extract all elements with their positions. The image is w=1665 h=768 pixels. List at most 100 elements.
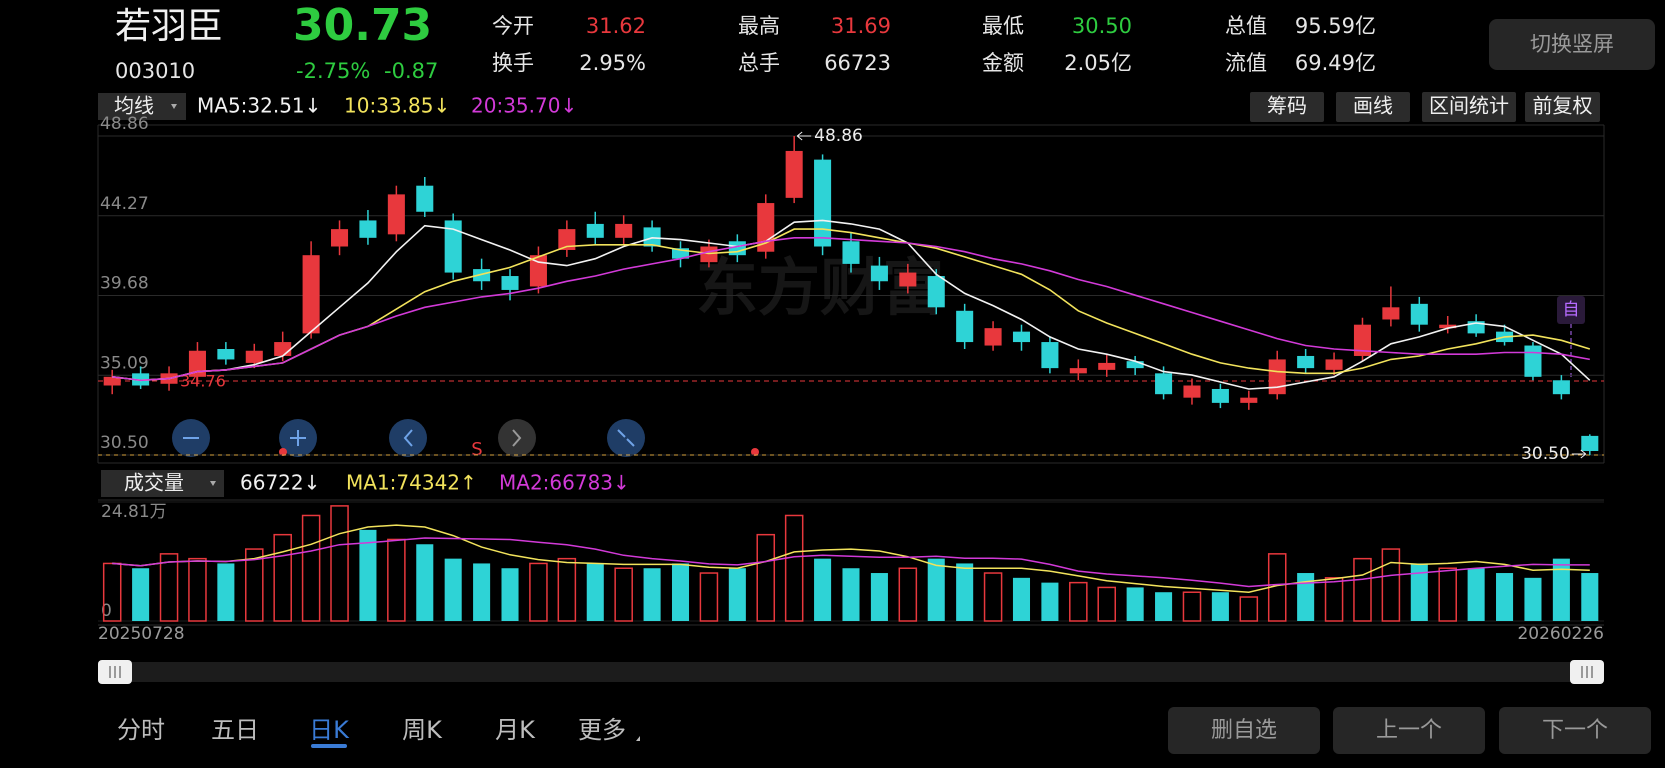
- watermark: 东方财富: [696, 251, 944, 324]
- volume-bar: [245, 548, 264, 622]
- volume-bar: [671, 563, 690, 621]
- period-tab[interactable]: 日K: [309, 716, 350, 744]
- volume-bar: [273, 533, 292, 622]
- candle-body: [558, 229, 576, 250]
- candle-body: [188, 350, 206, 377]
- toolbar-button-label: 前复权: [1533, 94, 1593, 118]
- volume-bar: [473, 563, 491, 621]
- volume-bar: [1438, 567, 1457, 622]
- candle-body: [1410, 303, 1428, 325]
- dropdown-arrow: [210, 481, 216, 486]
- volume-bar: [444, 558, 462, 621]
- volume-bar: [1410, 563, 1428, 621]
- range-slider[interactable]: [98, 662, 1604, 682]
- volume-bar: [217, 563, 235, 621]
- period-tab[interactable]: 更多: [578, 716, 626, 744]
- y-tick-label: 35.09: [100, 353, 149, 373]
- volume-bar: [1126, 587, 1144, 621]
- ma-selector[interactable]: [98, 93, 186, 120]
- action-button-label: 删自选: [1211, 718, 1277, 743]
- volume-bar: [501, 568, 519, 621]
- volume-bar: [1097, 586, 1117, 622]
- field-label: 流值: [1225, 51, 1267, 75]
- volume-bar: [1297, 573, 1315, 621]
- volume-bar: [330, 505, 349, 622]
- candle-body: [1183, 385, 1201, 398]
- dropdown-arrow: [171, 104, 177, 109]
- candle-body: [103, 376, 121, 386]
- candle-body: [331, 229, 349, 247]
- volume-bar: [1069, 581, 1088, 622]
- candle-body: [1439, 324, 1457, 329]
- icon: [290, 430, 306, 446]
- field-label: 最高: [738, 14, 780, 38]
- action-button[interactable]: [1168, 707, 1320, 754]
- period-tab[interactable]: 月K: [495, 716, 536, 744]
- legend-entry: MA5:32.51↓: [197, 94, 321, 118]
- ma-line: [112, 237, 1590, 382]
- period-tab[interactable]: 分时: [117, 716, 165, 744]
- candle-body: [586, 223, 604, 238]
- candle-body: [1353, 324, 1371, 356]
- volume-bar: [1012, 577, 1031, 621]
- toolbar-button[interactable]: [1525, 92, 1600, 122]
- candle-body: [1325, 359, 1343, 370]
- max-label: 48.86: [814, 126, 863, 146]
- candle-body: [1297, 355, 1315, 369]
- period-tab[interactable]: 五日: [211, 716, 259, 744]
- rotate-button[interactable]: [1489, 19, 1655, 70]
- legend-entry: MA2:66783↓: [499, 471, 630, 495]
- period-tab[interactable]: 周K: [402, 716, 443, 744]
- candle-body: [1524, 345, 1542, 377]
- field-label: 最低: [982, 14, 1024, 38]
- candle-body: [1552, 380, 1570, 395]
- reset-button[interactable]: [607, 419, 645, 457]
- action-button-label: 上一个: [1376, 718, 1442, 743]
- stock-name: 若羽臣: [115, 6, 223, 47]
- min-arrow: [1571, 449, 1587, 459]
- legend-entry: 10:33.85↓: [344, 94, 450, 118]
- field-value: 66723: [824, 51, 891, 75]
- volume-bar: [387, 538, 406, 622]
- candle-body: [1041, 342, 1059, 369]
- candle-body: [302, 255, 320, 334]
- volume-bar: [1496, 573, 1514, 621]
- x-tick-label: 20260226: [1517, 624, 1604, 644]
- toolbar-button[interactable]: [1422, 92, 1516, 122]
- volume-bar: [1552, 558, 1570, 621]
- action-button[interactable]: [1499, 707, 1651, 754]
- field-label: 总值: [1225, 14, 1267, 38]
- toolbar-button-label: 筹码: [1267, 94, 1307, 118]
- candle-body: [1155, 373, 1173, 395]
- candle-body: [1382, 307, 1400, 320]
- pan-right-button[interactable]: [498, 419, 536, 457]
- field-label: 总手: [738, 51, 780, 75]
- legend-entry: MA1:74342↑: [346, 471, 477, 495]
- y-tick-label: 0: [101, 601, 112, 621]
- volume-bar: [870, 573, 888, 621]
- volume-bar: [699, 572, 719, 622]
- y-tick-label: 39.68: [100, 274, 149, 294]
- volume-bar: [359, 529, 377, 621]
- field-value: 2.95%: [579, 51, 646, 75]
- candle-body: [671, 248, 690, 259]
- y-tick-label: 24.81万: [101, 502, 167, 522]
- more-arrow: [636, 736, 640, 741]
- stock-code: 003010: [115, 59, 195, 83]
- volume-selector[interactable]: [101, 470, 224, 497]
- candle-body: [700, 246, 718, 263]
- toolbar-button[interactable]: [1250, 92, 1324, 122]
- field-value: 95.59亿: [1295, 14, 1376, 38]
- action-button[interactable]: [1333, 707, 1485, 754]
- max-arrow: [796, 131, 812, 141]
- candle-body: [274, 342, 292, 356]
- toolbar-button[interactable]: [1336, 92, 1410, 122]
- pan-left-button[interactable]: [389, 419, 427, 457]
- candle-body: [501, 276, 519, 290]
- legend-entry: 20:35.70↓: [471, 94, 577, 118]
- candle-body: [416, 185, 434, 212]
- volume-bar: [159, 553, 179, 622]
- min-label: 30.50: [1521, 444, 1570, 464]
